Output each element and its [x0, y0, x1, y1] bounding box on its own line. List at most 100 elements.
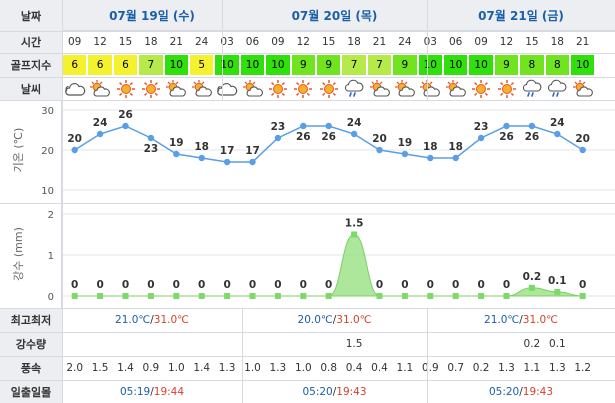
wind-cell: 1.0 — [244, 362, 261, 374]
precip-data-label: 0 — [401, 279, 408, 291]
precip-data-label: 0 — [147, 279, 154, 291]
temp-data-label: 26 — [321, 131, 336, 143]
temp-point — [249, 158, 256, 166]
precip-point — [325, 293, 332, 299]
hour-cell: 03 — [220, 36, 234, 48]
temp-data-label: 19 — [169, 137, 184, 149]
temp-data-label: 20 — [575, 133, 590, 145]
temp-point — [198, 154, 205, 162]
wind-cell: 0.9 — [421, 362, 439, 374]
sunny-icon — [469, 78, 493, 100]
precip-data-label: 0.1 — [548, 275, 567, 287]
row-divider — [0, 308, 615, 309]
temp-point — [477, 134, 485, 142]
sunrise-sunset-label: 일출일몰 — [0, 380, 62, 403]
temp-data-label: 26 — [499, 131, 514, 143]
golf-index-cell: 8 — [545, 55, 569, 75]
temp-point — [350, 130, 358, 138]
sunrise-time-2: 05:20 — [302, 385, 333, 398]
sun-slash-1: / — [150, 385, 154, 398]
min-max-day-2: 20.0℃/31.0℃ — [242, 308, 427, 332]
partly-cloudy-icon — [368, 78, 392, 100]
hour-cell: 12 — [93, 36, 107, 48]
wind-cell: 1.0 — [294, 362, 312, 374]
temp-point — [452, 154, 459, 162]
temp-data-label: 23 — [271, 121, 286, 133]
partly-cloudy-icon — [393, 78, 417, 100]
wind-cell: 1.2 — [574, 362, 592, 374]
precip-amount-cell — [291, 332, 316, 356]
wind-cell: 1.1 — [523, 362, 541, 374]
precip-amount-cell — [570, 332, 595, 356]
precip-point — [401, 293, 408, 299]
wind-cell: 1.5 — [91, 362, 109, 374]
temp-point — [71, 146, 78, 154]
sun-times-day-1: 05:19/19:44 — [62, 380, 242, 403]
day-title-1: 07월 19일 (수) — [109, 9, 195, 23]
hour-cell: 21 — [372, 36, 387, 48]
temp-data-label: 23 — [474, 121, 489, 133]
sun-times-day-3: 05:20/19:43 — [427, 380, 615, 403]
precip-data-label: 0 — [249, 279, 256, 291]
golf-index-cell: 5 — [190, 55, 214, 75]
golf-index-cell: 6 — [63, 55, 87, 75]
precip-point — [478, 293, 485, 299]
row-divider — [0, 53, 615, 54]
rain-icon — [342, 78, 366, 100]
golf-index-cell: 7 — [139, 55, 163, 75]
precip-amount-cell — [392, 332, 417, 356]
sunset-time-2: 19:43 — [336, 385, 367, 398]
temp-point — [401, 150, 409, 158]
wind-cell: 0.4 — [371, 362, 388, 374]
temp-point — [427, 154, 434, 162]
temp-data-label: 20 — [372, 133, 387, 145]
precip-amount-cell — [164, 332, 189, 356]
temp-data-label: 18 — [194, 141, 209, 153]
temp-data-label: 20 — [67, 133, 82, 145]
wind-cell: 2.0 — [66, 362, 84, 374]
precip-data-label: 0 — [274, 279, 281, 291]
hour-cell: 18 — [144, 36, 158, 48]
precip-point — [528, 284, 535, 291]
precip-data-label: 0 — [198, 279, 205, 291]
day-divider — [427, 0, 428, 100]
precip-data-label: 0 — [71, 279, 78, 291]
weather-label: 날씨 — [0, 77, 62, 100]
precip-point — [97, 293, 104, 299]
wind-cell: 1.3 — [218, 362, 236, 374]
cloudy-icon — [215, 78, 239, 100]
precip-point — [376, 293, 383, 299]
temp-point — [554, 130, 561, 138]
precip-data-label: 0.2 — [523, 271, 542, 283]
precip-amount-cell: 1.5 — [345, 338, 363, 350]
golf-index-cell: 10 — [418, 55, 442, 75]
precip-point — [579, 293, 586, 299]
golf-index-cell: 7 — [367, 55, 392, 75]
precip-amount-cell — [316, 332, 341, 356]
hour-cell: 12 — [296, 36, 310, 48]
sunny-icon — [139, 78, 163, 100]
precip-point — [224, 293, 231, 299]
precip-data-label: 0 — [122, 279, 129, 291]
day-divider — [242, 308, 243, 403]
precip-tick-label: 2 — [48, 210, 54, 221]
golf-index-cell: 6 — [88, 55, 112, 75]
temp-data-label: 19 — [398, 137, 413, 149]
precip-point — [274, 293, 281, 299]
precip-amount-cell — [87, 332, 112, 356]
hour-cell: 24 — [398, 36, 412, 48]
max-temp-2: 31.0℃ — [336, 314, 372, 326]
golf-index-cell: 9 — [393, 55, 417, 75]
sun-slash-2: / — [332, 385, 337, 398]
precip-amount-cell — [443, 332, 468, 356]
temp-data-label: 26 — [525, 131, 540, 143]
partly-cloudy-icon — [241, 78, 265, 100]
temp-point — [274, 134, 282, 142]
hour-cell: 09 — [271, 36, 285, 48]
min-temp-3: 21.0℃ — [484, 314, 520, 326]
day-divider — [222, 0, 223, 100]
precip-data-label: 0 — [325, 279, 332, 291]
precip-amount-cell — [494, 332, 519, 356]
golf-index-cell: 10 — [164, 55, 188, 75]
temp-data-label: 26 — [296, 131, 311, 143]
